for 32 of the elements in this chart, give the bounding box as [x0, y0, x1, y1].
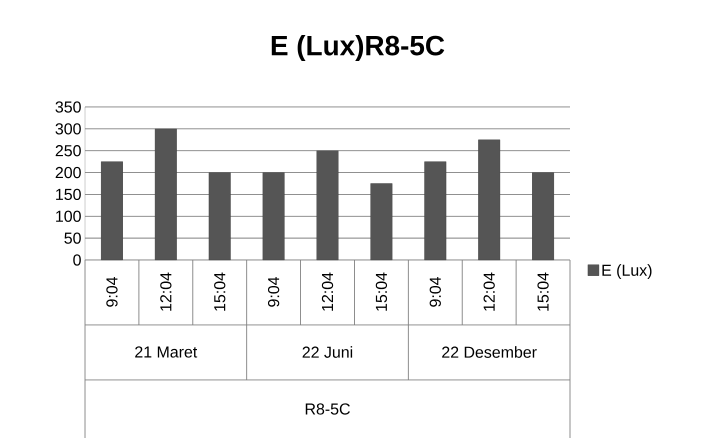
text: R8-5C: [306, 403, 350, 415]
x-tick-label: 12:04: [160, 272, 172, 311]
x-tick-label: 12:04: [484, 272, 495, 311]
y-tick-label: 250: [56, 145, 81, 156]
y-tick-label: 50: [64, 232, 81, 244]
bar: [316, 150, 338, 260]
bar: [154, 128, 177, 260]
text: 21 Maret: [135, 346, 198, 358]
legend-label: E (Lux): [602, 264, 652, 280]
y-tick-label: 100: [56, 210, 81, 222]
bar: [262, 172, 285, 260]
x-tick-label: 9:04: [106, 276, 118, 307]
text: 22 Desember: [442, 346, 537, 358]
bar: [424, 161, 446, 260]
y-tick-label: 200: [56, 166, 81, 178]
x-tick-label: 15:04: [537, 272, 549, 311]
bar: [478, 140, 500, 260]
y-tick-label: 0: [73, 254, 81, 266]
x-tick-label: 9:04: [430, 276, 441, 307]
bar: [208, 172, 231, 260]
x-tick-label: 9:04: [268, 276, 280, 307]
bar: [100, 161, 123, 260]
text: 22 Juni: [302, 346, 352, 358]
bar: [370, 183, 392, 260]
y-tick-label: 150: [56, 188, 81, 200]
y-tick-label: 300: [56, 123, 81, 134]
x-tick-label: 15:04: [214, 272, 226, 311]
y-tick-label: 350: [56, 101, 81, 113]
bar: [532, 172, 554, 260]
x-tick-label: 12:04: [322, 272, 334, 311]
chart-title: E (Lux)R8-5C: [272, 35, 444, 61]
x-tick-label: 15:04: [376, 272, 388, 311]
